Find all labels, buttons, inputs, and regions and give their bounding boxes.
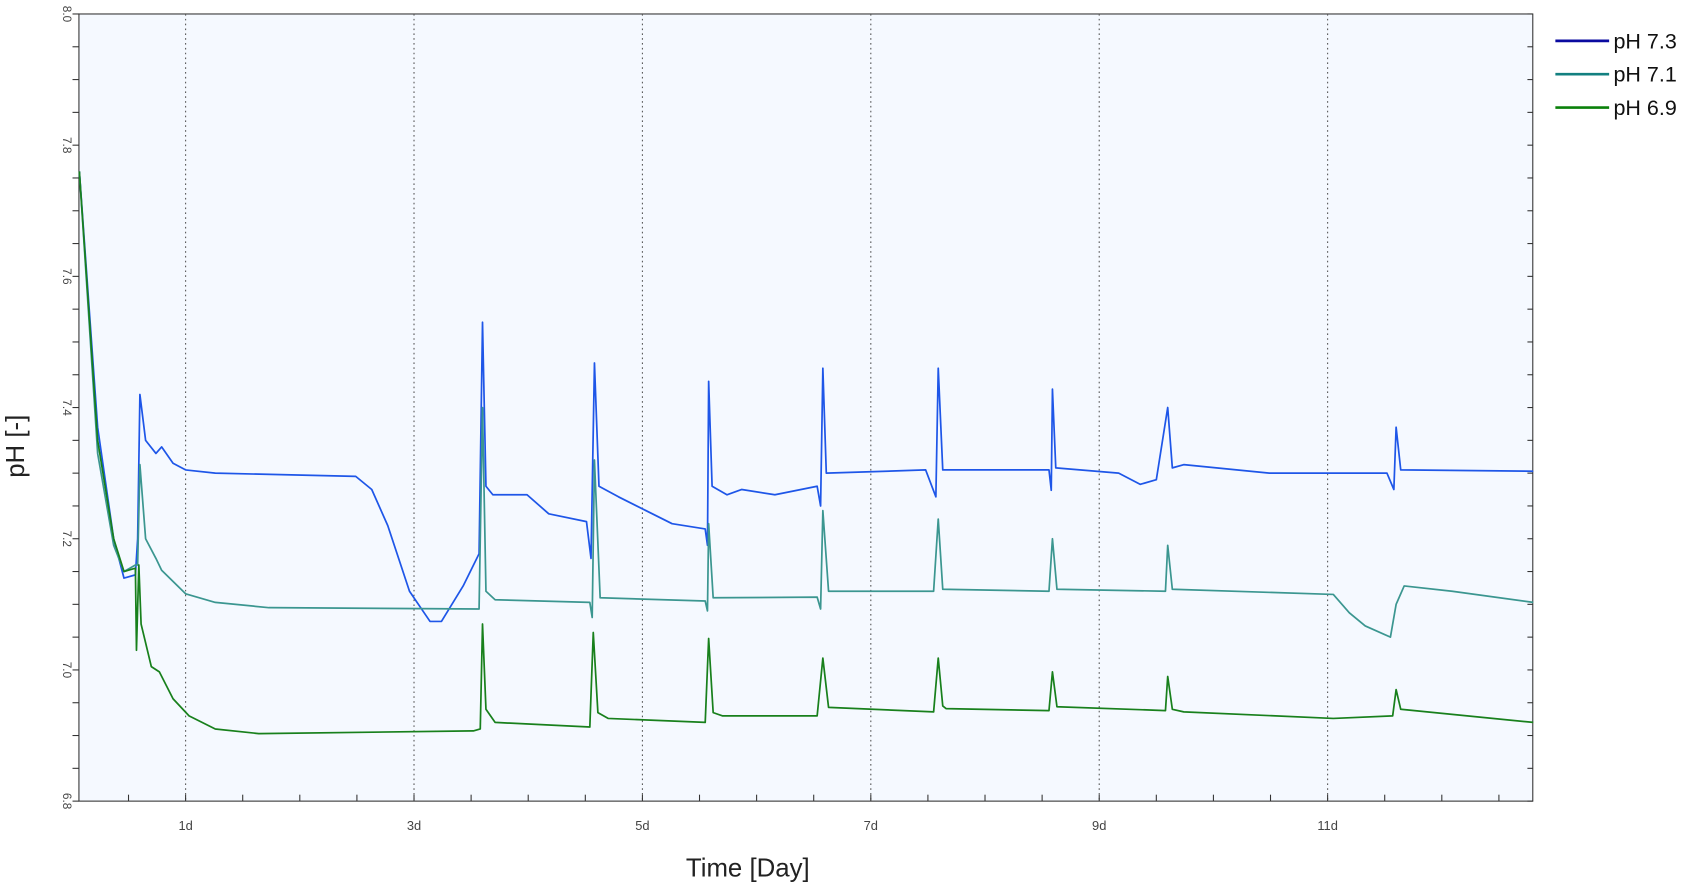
legend-label: pH 7.3 [1613,29,1676,53]
plot-area [78,13,1534,802]
y-tick-label: 8.0 [60,6,74,23]
y-tick-label: 7.8 [60,137,74,154]
legend-label: pH 6.9 [1613,96,1676,120]
x-tick-label: 11d [1317,818,1338,833]
x-tick-label: 1d [178,818,192,833]
legend-label: pH 7.1 [1613,63,1676,87]
y-tick-label: 7.0 [60,662,74,679]
axis-ticks: 1d 3d 5d 7d 9d 11d 6.8 7.0 7.2 7.4 7.6 7.8 8.0 [60,6,1533,833]
x-tick-label: 3d [407,818,421,833]
y-tick-label: 7.2 [60,531,74,547]
series-lines [78,171,1534,735]
y-axis-label: pH [-] [2,415,30,478]
series-line-ph-7-3 [78,171,1534,623]
x-tick-label: 9d [1092,818,1106,833]
grid-lines [185,13,1329,802]
series-line-ph-7-1 [78,171,1534,638]
y-tick-label: 6.8 [60,793,74,810]
x-axis-label: Time [Day] [686,854,810,882]
y-tick-label: 7.6 [60,268,74,285]
legend: pH 7.3 pH 7.1 pH 6.9 [1555,29,1677,120]
series-line-ph-6-9 [78,171,1534,735]
y-tick-label: 7.4 [60,399,74,416]
x-tick-label: 7d [864,818,878,833]
x-tick-label: 5d [635,818,649,833]
